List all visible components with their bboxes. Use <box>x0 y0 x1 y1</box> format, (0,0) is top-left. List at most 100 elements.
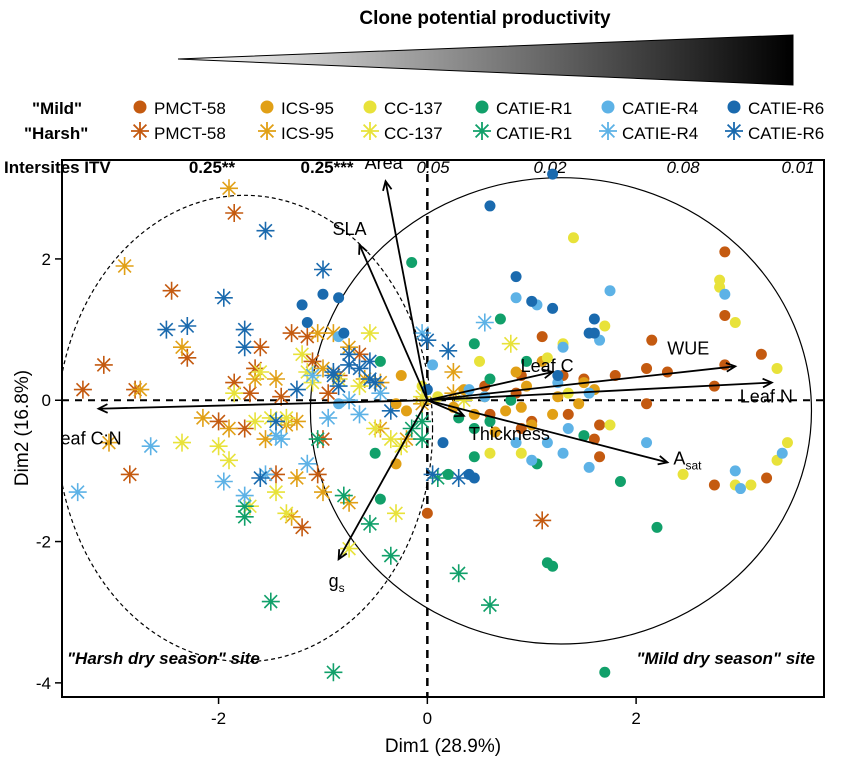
harsh-row-label: "Harsh" <box>24 124 88 143</box>
point-circle-catie-r6 <box>588 313 600 325</box>
point-star-pmct-58 <box>298 327 317 346</box>
y-tick-label: 2 <box>42 250 51 269</box>
point-star-catie-r4 <box>272 430 291 449</box>
point-circle-catie-r4 <box>562 423 574 434</box>
legend-marker-harsh <box>599 122 617 140</box>
point-circle-catie-r4 <box>776 447 788 459</box>
point-circle-catie-r1 <box>578 430 590 442</box>
point-star-pmct-58 <box>282 324 301 343</box>
point-star-catie-r1 <box>413 430 432 449</box>
point-circle-ics-95 <box>400 405 412 417</box>
point-star-pmct-58 <box>120 465 139 484</box>
point-star-cc-137 <box>267 483 285 502</box>
legend-marker-mild <box>475 100 489 114</box>
itv-value: 0.01 <box>781 158 814 177</box>
point-circle-ics-95 <box>390 398 402 410</box>
point-star-catie-r6 <box>235 338 254 357</box>
point-star-pmct-58 <box>209 412 228 431</box>
point-star-cc-137 <box>251 363 270 381</box>
point-star-cc-137 <box>387 504 405 523</box>
harsh-site-label: "Harsh dry season" site <box>67 649 260 668</box>
point-circle-catie-r6 <box>484 200 496 212</box>
point-circle-catie-r6 <box>317 288 329 300</box>
point-circle-pmct-58 <box>609 370 621 382</box>
point-circle-cc-137 <box>599 320 611 332</box>
point-star-ics-95 <box>287 412 306 431</box>
point-circle-ics-95 <box>395 370 407 382</box>
chart-title: Clone potential productivity <box>359 8 611 29</box>
point-circle-catie-r6 <box>547 302 559 314</box>
loading-arrow-head <box>382 179 393 192</box>
point-circle-catie-r4 <box>463 384 475 396</box>
point-circle-catie-r4 <box>427 359 439 371</box>
loading-label: Leaf N <box>740 387 793 407</box>
point-circle-cc-137 <box>541 352 553 364</box>
point-star-catie-r6 <box>157 320 176 339</box>
itv-value: 0.25** <box>189 158 236 177</box>
y-tick-label: -2 <box>36 533 51 552</box>
itv-value: 0.25*** <box>301 158 354 177</box>
point-circle-catie-r6 <box>301 317 313 329</box>
point-circle-catie-r1 <box>521 355 533 367</box>
point-circle-ics-95 <box>510 366 522 378</box>
point-star-pmct-58 <box>308 465 327 484</box>
y-tick-label: 0 <box>42 391 51 410</box>
point-star-catie-r4 <box>340 391 359 410</box>
point-circle-ics-95 <box>489 426 501 438</box>
point-star-pmct-58 <box>251 338 270 357</box>
point-star-cc-137 <box>261 408 280 427</box>
point-star-ics-95 <box>324 324 343 343</box>
point-circle-ics-95 <box>515 401 527 413</box>
legend-marker-mild <box>363 100 377 114</box>
point-circle-cc-137 <box>604 419 616 431</box>
y-tick-label: -4 <box>36 674 51 693</box>
loading-arrow-head <box>453 407 466 418</box>
point-circle-catie-r4 <box>541 437 553 449</box>
point-star-ics-95 <box>115 257 134 275</box>
point-star-catie-r6 <box>251 469 270 487</box>
point-circle-catie-r1 <box>494 313 506 325</box>
point-star-ics-95 <box>100 433 118 452</box>
point-star-catie-r4 <box>413 324 432 343</box>
point-star-cc-137 <box>413 387 432 406</box>
point-star-pmct-58 <box>293 518 312 537</box>
data-points <box>68 168 793 682</box>
point-circle-pmct-58 <box>761 472 773 484</box>
loading-arrow-head <box>762 377 774 389</box>
point-star-ics-95 <box>314 483 332 502</box>
loading-arrow-shaft <box>98 399 428 410</box>
legend-marker-harsh <box>258 122 276 140</box>
point-circle-catie-r4 <box>641 437 653 449</box>
point-star-ics-95 <box>220 419 238 438</box>
productivity-gradient-wedge <box>177 34 794 86</box>
loading-arrow-head <box>358 242 368 255</box>
point-star-ics-95 <box>308 324 327 343</box>
point-star-catie-r6 <box>423 465 442 484</box>
loading-arrows: Area SLA Leaf C WUE Leaf N Leaf C:N Thickness A… <box>62 160 793 595</box>
point-star-cc-137 <box>277 408 296 427</box>
legend-marker-mild <box>601 100 615 114</box>
legend-marker-harsh <box>361 122 379 140</box>
loading-label: Asat <box>673 448 702 472</box>
point-star-cc-137 <box>350 377 369 396</box>
point-star-catie-r1 <box>235 497 254 516</box>
point-star-ics-95 <box>314 359 332 378</box>
legend-marker-harsh <box>473 122 491 140</box>
loading-arrow-shaft <box>384 181 429 401</box>
point-circle-pmct-58 <box>641 398 653 410</box>
loading-arrow-shaft <box>426 399 465 417</box>
point-circle-ics-95 <box>500 405 512 417</box>
point-star-cc-137 <box>366 419 385 438</box>
point-star-cc-137 <box>293 345 312 364</box>
point-star-catie-r6 <box>360 352 379 371</box>
point-star-pmct-58 <box>246 359 265 378</box>
point-star-pmct-58 <box>319 384 338 403</box>
point-star-pmct-58 <box>178 348 197 367</box>
point-star-catie-r1 <box>428 469 447 487</box>
point-circle-catie-r4 <box>557 341 569 353</box>
point-circle-pmct-58 <box>661 366 673 378</box>
legend-marker-mild <box>260 100 274 114</box>
x-tick-label: 2 <box>631 709 640 728</box>
point-star-catie-r6 <box>214 288 233 307</box>
